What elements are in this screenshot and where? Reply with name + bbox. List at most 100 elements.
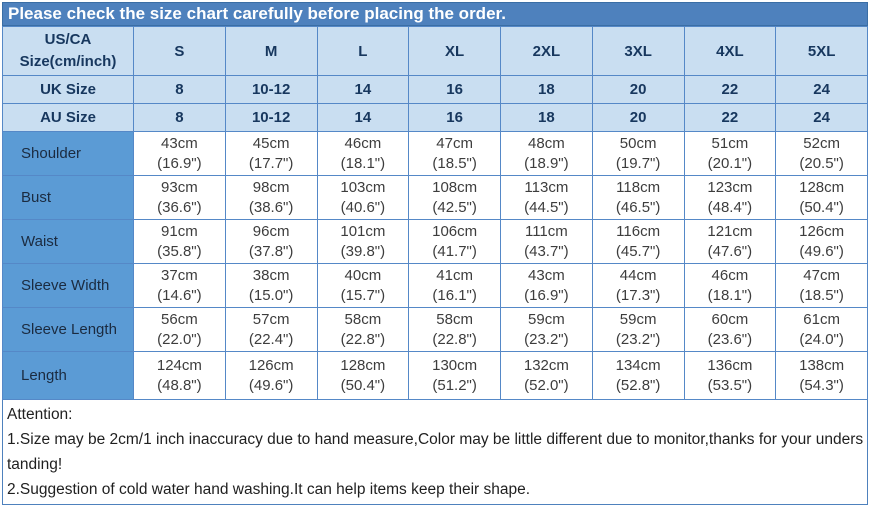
inch-value: (49.6") xyxy=(248,376,294,394)
size-value-cell: 22 xyxy=(683,75,777,104)
measurement-cell: 111cm (43.7") xyxy=(500,219,593,264)
inch-value: (22.0") xyxy=(157,330,202,348)
cm-value: 51cm xyxy=(711,134,749,152)
measurement-cell: 58cm (22.8") xyxy=(316,307,410,352)
measurement-cell: 128cm (50.4") xyxy=(316,351,410,400)
measurement-cell: 41cm (16.1") xyxy=(408,263,501,308)
cm-value: 103cm xyxy=(340,178,386,196)
measurement-row-label: Shoulder xyxy=(2,131,134,176)
corner-header-cell: US/CA Size(cm/inch) xyxy=(2,26,134,76)
measurement-cell: 96cm (37.8") xyxy=(224,219,318,264)
inch-value: (37.8") xyxy=(248,242,294,260)
inch-value: (17.7") xyxy=(248,154,294,172)
cm-value: 52cm xyxy=(803,134,840,152)
measurement-cell: 59cm (23.2") xyxy=(500,307,593,352)
cm-value: 38cm xyxy=(252,266,290,284)
size-value-cell: 14 xyxy=(316,103,410,132)
attention-heading: Attention: xyxy=(7,406,73,423)
size-chart-table: US/CA Size(cm/inch) S M L XL 2XL 3XL 4XL 5XL UK… xyxy=(2,26,868,400)
measurement-row: Shoulder 43cm (16.9") 45cm (17.7") 46cm (18.1"… xyxy=(2,131,868,176)
cm-value: 46cm xyxy=(711,266,749,284)
cm-value: 130cm xyxy=(432,356,478,374)
measurement-row: Sleeve Width 37cm (14.6") 38cm (15.0") 40cm (1… xyxy=(2,263,868,308)
size-value-cell: 18 xyxy=(500,75,593,104)
inch-value: (14.6") xyxy=(157,286,202,304)
cm-value: 132cm xyxy=(523,356,569,374)
cm-value: 124cm xyxy=(156,356,202,374)
measurement-row: Waist 91cm (35.8") 96cm (37.8") 101cm (39.8") 1… xyxy=(2,219,868,264)
measurement-cell: 58cm (22.8") xyxy=(408,307,501,352)
cm-value: 118cm xyxy=(616,178,661,196)
inch-value: (50.4") xyxy=(799,198,844,216)
cm-value: 41cm xyxy=(436,266,473,284)
measurement-cell: 118cm (46.5") xyxy=(591,175,685,220)
inch-value: (47.6") xyxy=(707,242,753,260)
inch-value: (20.5") xyxy=(799,154,844,172)
cm-value: 60cm xyxy=(711,310,749,328)
measurement-cell: 132cm (52.0") xyxy=(500,351,593,400)
inch-value: (15.7") xyxy=(340,286,386,304)
inch-value: (53.5") xyxy=(707,376,753,394)
inch-value: (54.3") xyxy=(799,376,844,394)
size-column-header: 2XL xyxy=(500,26,593,76)
attention-box: Attention: 1.Size may be 2cm/1 inch inac… xyxy=(2,400,868,505)
measurement-row-label: Bust xyxy=(2,175,134,220)
cm-value: 121cm xyxy=(707,222,753,240)
measurement-row: Length 124cm (48.8") 126cm (49.6") 128cm (50.4… xyxy=(2,351,868,400)
inch-value: (23.6") xyxy=(707,330,753,348)
inch-value: (44.5") xyxy=(524,198,569,216)
measurement-cell: 56cm (22.0") xyxy=(133,307,226,352)
measurement-cell: 106cm (41.7") xyxy=(408,219,501,264)
cm-value: 96cm xyxy=(252,222,290,240)
inch-value: (52.8") xyxy=(615,376,661,394)
inch-value: (23.2") xyxy=(524,330,569,348)
measurement-cell: 46cm (18.1") xyxy=(316,131,410,176)
size-column-header: L xyxy=(316,26,410,76)
cm-value: 58cm xyxy=(436,310,473,328)
inch-value: (16.9") xyxy=(157,154,202,172)
measurement-cell: 47cm (18.5") xyxy=(775,263,868,308)
measurement-cell: 61cm (24.0") xyxy=(775,307,868,352)
inch-value: (42.5") xyxy=(432,198,477,216)
measurement-cell: 103cm (40.6") xyxy=(316,175,410,220)
size-value-cell: 16 xyxy=(408,75,501,104)
measurement-cell: 40cm (15.7") xyxy=(316,263,410,308)
size-row-label: UK Size xyxy=(2,75,134,104)
size-column-header: 3XL xyxy=(591,26,685,76)
measurement-cell: 52cm (20.5") xyxy=(775,131,868,176)
inch-value: (41.7") xyxy=(432,242,477,260)
cm-value: 50cm xyxy=(619,134,657,152)
cm-value: 58cm xyxy=(344,310,382,328)
size-value-cell: 10-12 xyxy=(224,103,318,132)
inch-value: (51.2") xyxy=(432,376,477,394)
measurement-cell: 38cm (15.0") xyxy=(224,263,318,308)
measurement-cell: 126cm (49.6") xyxy=(775,219,868,264)
cm-value: 126cm xyxy=(248,356,294,374)
size-row-label: AU Size xyxy=(2,103,134,132)
corner-header-line2: Size(cm/inch) xyxy=(19,53,117,70)
size-value-cell: 8 xyxy=(133,75,226,104)
size-column-header: M xyxy=(224,26,318,76)
measurement-cell: 48cm (18.9") xyxy=(500,131,593,176)
inch-value: (48.4") xyxy=(707,198,753,216)
inch-value: (18.9") xyxy=(524,154,569,172)
inch-value: (23.2") xyxy=(615,330,661,348)
measurement-cell: 91cm (35.8") xyxy=(133,219,226,264)
measurement-cell: 93cm (36.6") xyxy=(133,175,226,220)
inch-value: (16.1") xyxy=(432,286,477,304)
cm-value: 56cm xyxy=(161,310,198,328)
inch-value: (48.8") xyxy=(157,376,202,394)
measurement-cell: 50cm (19.7") xyxy=(591,131,685,176)
cm-value: 134cm xyxy=(615,356,661,374)
cm-value: 126cm xyxy=(799,222,845,240)
size-value-cell: 18 xyxy=(500,103,593,132)
cm-value: 47cm xyxy=(436,134,473,152)
cm-value: 101cm xyxy=(340,222,386,240)
cm-value: 61cm xyxy=(803,310,840,328)
measurement-cell: 130cm (51.2") xyxy=(408,351,501,400)
inch-value: (18.5") xyxy=(432,154,477,172)
banner: Please check the size chart carefully be… xyxy=(2,2,868,26)
size-value-cell: 14 xyxy=(316,75,410,104)
cm-value: 123cm xyxy=(707,178,753,196)
corner-header-line1: US/CA xyxy=(44,31,92,48)
